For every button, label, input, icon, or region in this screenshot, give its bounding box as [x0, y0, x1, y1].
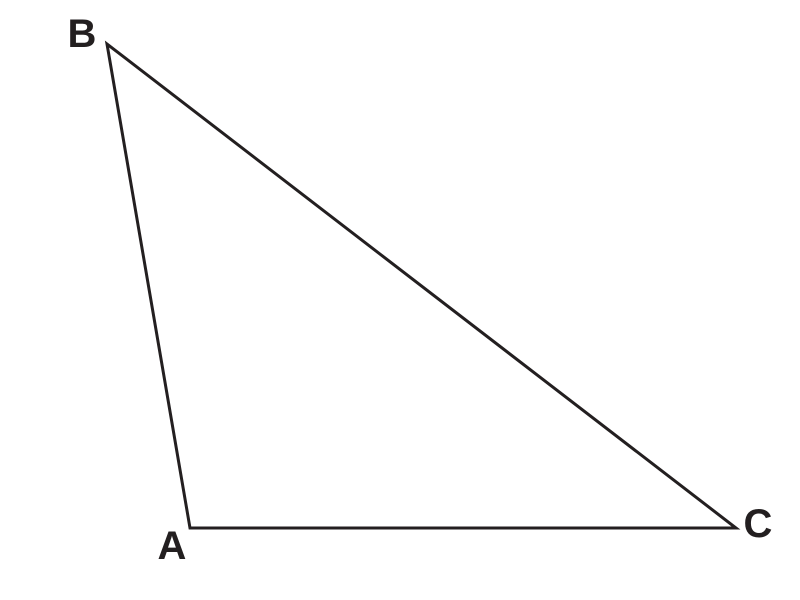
- vertex-label-a: A: [158, 526, 187, 566]
- vertex-label-c: C: [744, 504, 773, 544]
- vertex-label-b: B: [68, 14, 97, 54]
- triangle-svg: [0, 0, 800, 600]
- triangle-shape: [107, 44, 736, 528]
- triangle-diagram: A B C: [0, 0, 800, 600]
